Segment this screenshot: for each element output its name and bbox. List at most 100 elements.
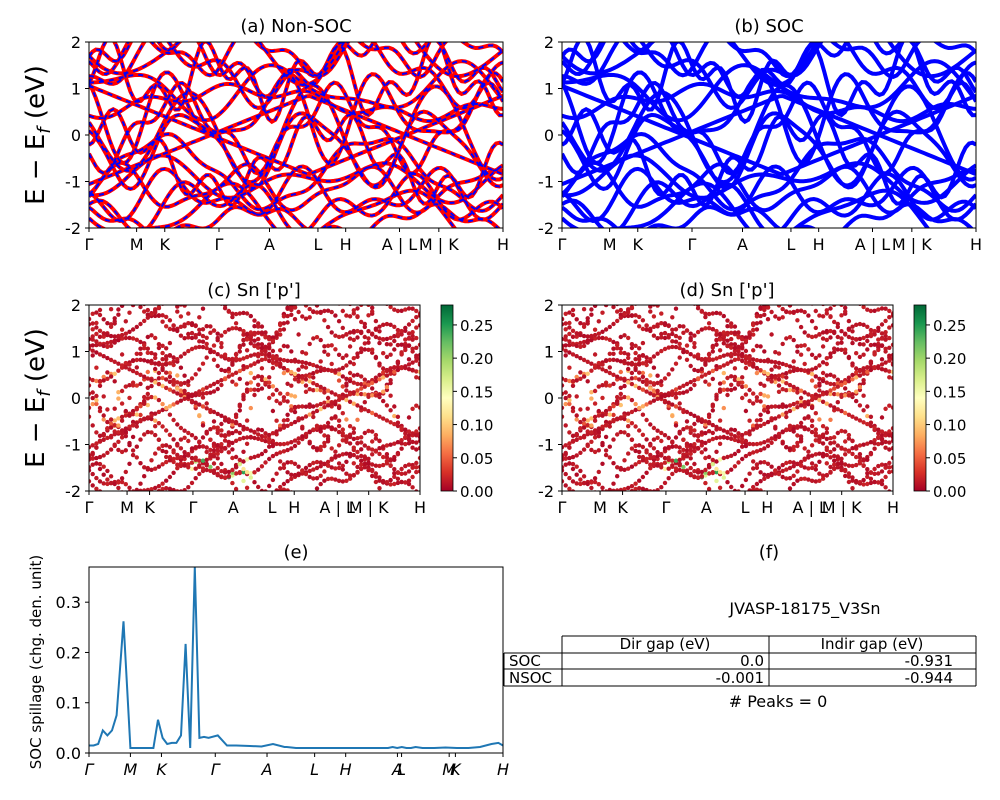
band-point (563, 377, 568, 383)
band-point (119, 305, 125, 308)
band-point (303, 414, 309, 419)
band-point (219, 433, 224, 438)
band-point (259, 488, 265, 491)
band-point (410, 474, 415, 480)
band-point (325, 420, 331, 426)
band-point (200, 423, 206, 428)
band-point (629, 484, 635, 489)
band-point (94, 475, 99, 481)
band-point (329, 401, 334, 406)
band-point (164, 486, 169, 491)
band-point (193, 323, 198, 329)
band-point (850, 377, 855, 382)
band-point (142, 374, 147, 379)
band-point (706, 421, 712, 426)
band-point (740, 483, 745, 489)
band-point (285, 391, 290, 397)
band-point (798, 367, 804, 373)
band-point (270, 477, 276, 483)
band-point (706, 382, 712, 387)
band-point (872, 342, 877, 347)
band-point (119, 428, 125, 433)
band-point (351, 436, 356, 442)
band-point (325, 367, 331, 373)
band-point (248, 405, 253, 411)
y-tick-label: 0 (71, 126, 81, 145)
band-point (677, 457, 682, 463)
band-point (692, 448, 697, 454)
band-point (153, 432, 158, 438)
band-point (108, 324, 114, 329)
band-point (336, 378, 342, 383)
band-point (156, 421, 162, 426)
band-point (651, 446, 657, 451)
band-point (278, 332, 283, 337)
band-point (325, 352, 331, 357)
band-point (362, 461, 367, 466)
band-point (406, 367, 412, 372)
band-point (596, 335, 601, 341)
band-point (359, 386, 364, 391)
band-point (562, 414, 565, 419)
band-point (278, 442, 283, 447)
k-point-label: K (617, 498, 628, 517)
band-point (138, 372, 143, 377)
band-point (714, 466, 719, 472)
band-point (347, 378, 353, 384)
band-point (145, 359, 150, 364)
band-point (182, 380, 187, 386)
band-point (329, 390, 334, 395)
band-point (355, 381, 360, 387)
band-point (887, 429, 892, 434)
table-row-soc-dir: 0.0 (740, 652, 764, 670)
band-point (809, 453, 815, 458)
band-point (692, 469, 697, 474)
band-point (677, 463, 682, 468)
band-point (648, 386, 653, 391)
band-point (314, 310, 320, 315)
band-point (333, 466, 338, 471)
band-point (204, 449, 209, 455)
band-point (883, 439, 888, 445)
band-point (333, 313, 338, 318)
band-point (355, 388, 360, 393)
band-point (127, 489, 132, 491)
band-point (344, 471, 349, 476)
band-point (798, 434, 804, 439)
band-point (809, 319, 815, 324)
band-point (721, 341, 726, 346)
band-point (662, 376, 668, 381)
band-point (219, 367, 224, 373)
band-point (890, 464, 893, 470)
band-point (347, 360, 353, 365)
band-point (392, 481, 397, 487)
band-point (94, 342, 99, 348)
band-point (563, 471, 568, 477)
colorbar-gradient (440, 304, 454, 492)
band-point (578, 468, 583, 474)
band-point (197, 463, 202, 468)
band-point (138, 437, 143, 442)
band-point (314, 335, 320, 340)
band-point (861, 463, 866, 468)
band-point (237, 422, 242, 428)
band-point (292, 419, 298, 425)
band-point (865, 474, 870, 479)
band-line (562, 81, 976, 124)
band-point (241, 470, 246, 475)
band-point (865, 413, 870, 419)
band-point (670, 413, 675, 419)
band-point (758, 447, 763, 453)
band-point (171, 377, 176, 383)
band-point (193, 435, 198, 441)
band-point (370, 410, 375, 416)
band-point (285, 417, 290, 423)
k-point-label: Γ (85, 498, 94, 517)
band-point (813, 438, 818, 443)
band-point (97, 383, 103, 388)
band-point (123, 408, 128, 414)
band-point (186, 382, 191, 388)
band-point (171, 450, 176, 455)
band-point (795, 400, 800, 405)
band-point (578, 435, 583, 441)
